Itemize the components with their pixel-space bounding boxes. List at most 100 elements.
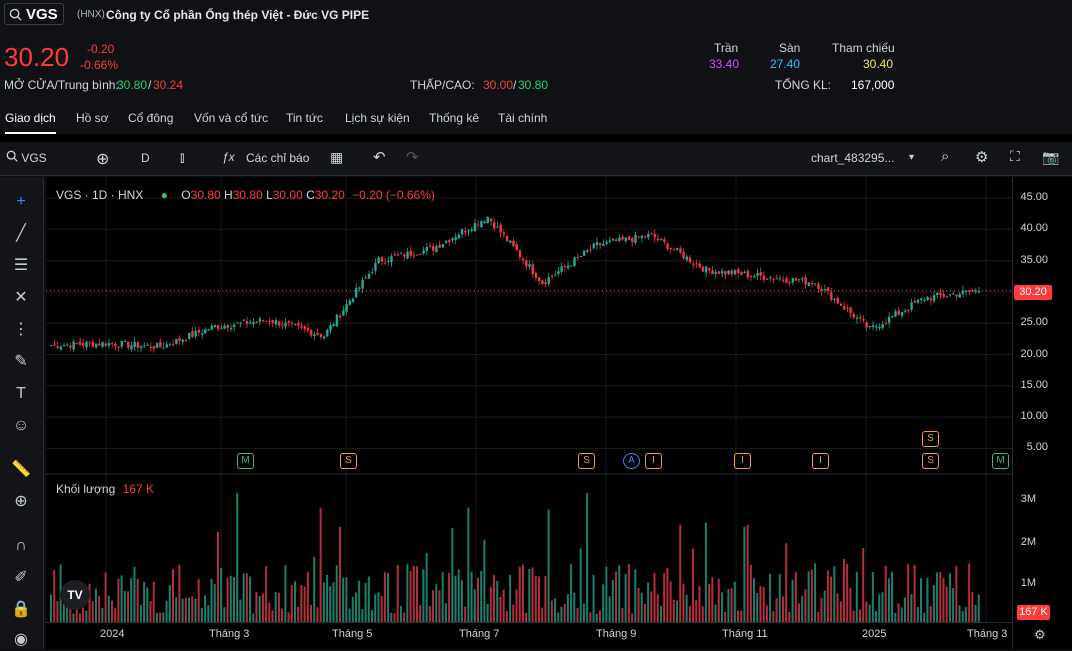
tab-events[interactable]: Lịch sự kiện <box>345 111 410 125</box>
candle-body <box>579 256 583 258</box>
ruler-icon[interactable]: 📏 <box>11 461 31 478</box>
candle-body <box>846 307 849 309</box>
volume-bar <box>627 563 630 622</box>
compare-add-icon[interactable]: ⊕ <box>96 151 110 168</box>
tab-capital-dividends[interactable]: Vốn và cổ tức <box>194 111 269 125</box>
candle-body <box>656 238 660 241</box>
zoom-icon[interactable]: ⊕ <box>14 493 28 510</box>
price-chart[interactable] <box>45 177 1012 622</box>
candle-body <box>133 341 136 347</box>
eye-icon[interactable]: ◉ <box>14 631 28 648</box>
volume-bar <box>772 611 775 622</box>
fib-icon[interactable]: ☰ <box>13 257 29 274</box>
settings-icon[interactable]: ⚙ <box>975 149 989 166</box>
magnet-icon[interactable]: ∩ <box>15 537 27 554</box>
lock-drawing-icon[interactable]: ✐ <box>14 569 28 586</box>
prediction-icon[interactable]: ⋮ <box>13 321 29 338</box>
candle-body <box>207 329 210 331</box>
candle-body <box>143 345 146 347</box>
candle-body <box>284 322 287 327</box>
time-tick: Tháng 9 <box>596 628 637 640</box>
tab-statistics[interactable]: Thống kê <box>429 111 480 125</box>
tab-trading[interactable]: Giao dịch <box>5 106 56 134</box>
layout-name[interactable]: chart_483295... <box>811 151 895 165</box>
time-tick: 2024 <box>100 628 125 640</box>
volume-bar <box>615 571 618 622</box>
tab-profile[interactable]: Hồ sơ <box>76 111 109 125</box>
crosshair-icon[interactable]: + <box>16 193 26 210</box>
volume-bar <box>473 589 476 622</box>
volume-bar <box>486 604 489 622</box>
search-icon <box>9 8 22 21</box>
event-marker[interactable]: I <box>812 453 829 469</box>
volume-label: Khối lượng <box>56 482 116 496</box>
candle-body <box>881 324 884 329</box>
candle-body <box>518 250 522 258</box>
volume-bar <box>855 571 858 622</box>
candle-body <box>512 240 515 247</box>
volume-bar <box>152 581 155 622</box>
interval-button[interactable]: D <box>141 151 150 165</box>
volume-bar <box>114 608 117 622</box>
candle-body <box>361 279 364 289</box>
redo-icon[interactable]: ↷ <box>406 149 419 166</box>
price-axis[interactable]: 45.0040.0035.0030.0025.0020.0015.0010.00… <box>1012 177 1072 649</box>
time-axis[interactable]: 2024 Tháng 3 Tháng 5 Tháng 7 Tháng 9 Tháng 11… <box>46 622 1046 649</box>
trend-line-icon[interactable]: ╱ <box>16 225 26 242</box>
candle-body <box>868 326 872 328</box>
volume-bar <box>216 531 219 622</box>
emoji-icon[interactable]: ☺ <box>12 417 30 434</box>
templates-icon[interactable]: ▦ <box>330 149 344 165</box>
axis-settings-icon[interactable]: ⚙ <box>1034 627 1046 642</box>
tradingview-logo[interactable]: TV <box>60 580 90 610</box>
candle-body <box>839 303 843 306</box>
candle-type-icon[interactable]: ⫾ <box>180 149 185 165</box>
camera-icon[interactable]: 📷 <box>1042 149 1060 165</box>
undo-icon[interactable]: ↶ <box>373 149 386 166</box>
candle-body <box>582 250 586 256</box>
tab-financials[interactable]: Tài chính <box>498 111 548 125</box>
candle-body <box>566 265 570 269</box>
candle-body <box>175 338 178 344</box>
volume-bar <box>682 583 685 622</box>
candle-body <box>297 323 300 326</box>
tab-news[interactable]: Tin tức <box>286 111 323 125</box>
indicators-button[interactable]: Các chỉ báo <box>246 151 310 165</box>
pattern-icon[interactable]: ✕ <box>14 289 28 306</box>
volume-bar <box>101 607 104 622</box>
quick-search-icon[interactable]: ⌕ <box>941 148 950 165</box>
candle-body <box>926 297 929 300</box>
indicators-icon[interactable]: ƒx <box>222 150 235 164</box>
event-marker[interactable]: A <box>623 453 640 469</box>
symbol-search-button[interactable]: VGS <box>6 150 47 165</box>
event-marker[interactable]: I <box>645 453 662 469</box>
volume-bar <box>647 582 650 622</box>
candle-body <box>794 278 798 281</box>
tab-shareholders[interactable]: Cổ đông <box>128 111 174 125</box>
volume-bar <box>194 598 197 622</box>
volume-bar <box>826 570 829 622</box>
chart-canvas[interactable] <box>45 177 1012 622</box>
text-icon[interactable]: T <box>16 385 26 402</box>
volume-bar <box>708 584 711 622</box>
event-marker[interactable]: S <box>578 453 595 469</box>
volume-bar <box>94 588 97 622</box>
candle-body <box>110 343 114 345</box>
volume-bar <box>868 604 871 622</box>
event-marker[interactable]: S <box>922 431 939 447</box>
ticker-search[interactable]: VGS <box>4 3 64 25</box>
volume-bar <box>293 581 296 622</box>
chevron-down-icon[interactable]: ▾ <box>909 152 915 163</box>
volume-bar <box>923 612 926 622</box>
fullscreen-icon[interactable]: ⛶ <box>1010 148 1020 164</box>
candle-body <box>496 226 499 228</box>
event-marker[interactable]: S <box>340 453 357 469</box>
lock-icon[interactable]: 🔒 <box>11 601 31 618</box>
brush-icon[interactable]: ✎ <box>14 353 28 370</box>
event-marker[interactable]: S <box>922 453 939 469</box>
event-marker[interactable]: I <box>734 453 751 469</box>
event-marker[interactable]: M <box>992 453 1009 469</box>
ceiling-value: 33.40 <box>709 57 740 71</box>
volume-bar <box>720 592 723 622</box>
event-marker[interactable]: M <box>237 453 254 469</box>
